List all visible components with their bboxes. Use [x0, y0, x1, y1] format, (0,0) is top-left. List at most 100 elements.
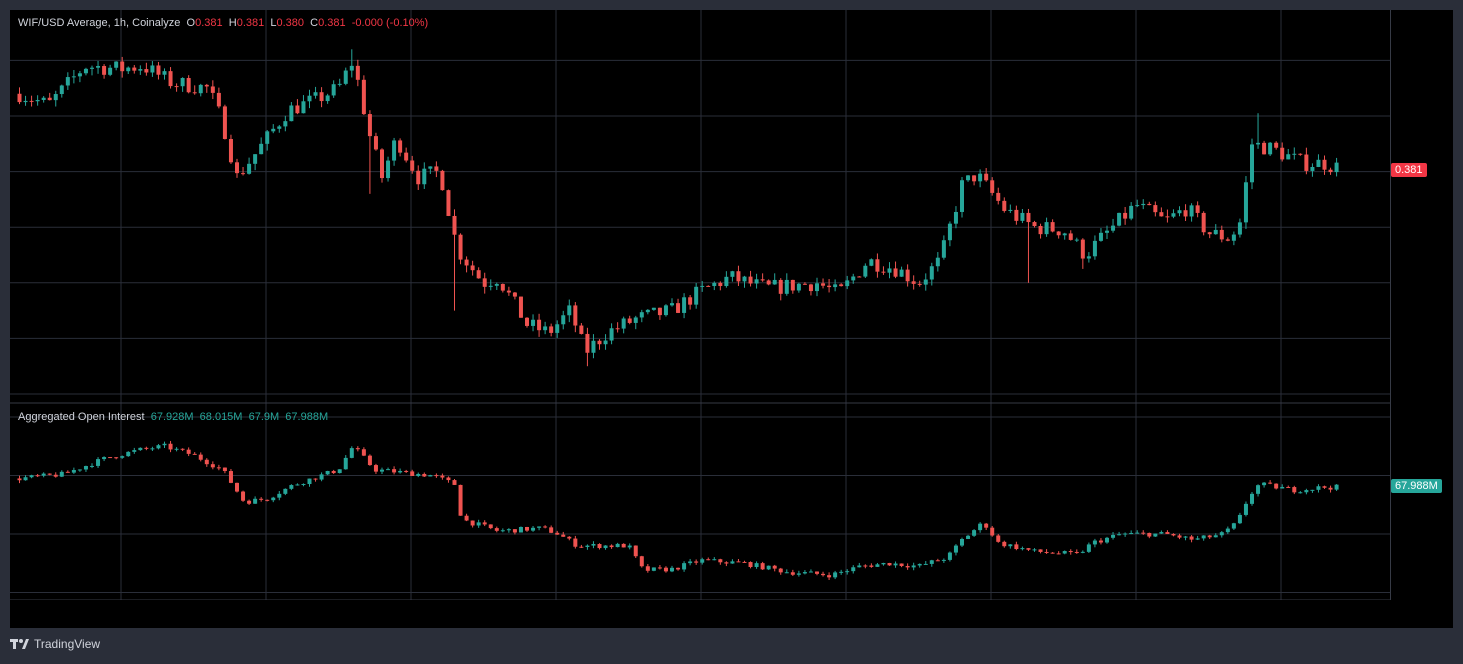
price-candle — [555, 320, 560, 338]
oi-candle — [1153, 533, 1158, 537]
price-candle — [700, 281, 705, 292]
oi-candle — [923, 561, 928, 565]
oi-candle — [277, 491, 282, 501]
oi-candle — [398, 468, 403, 474]
price-candle — [138, 65, 143, 75]
oi-candle — [325, 470, 330, 476]
oi-candle — [621, 543, 626, 548]
oi-candle — [941, 558, 946, 563]
price-candle — [869, 258, 874, 267]
price-candle — [796, 282, 801, 293]
oi-candle — [392, 466, 397, 475]
oi-candle — [645, 563, 650, 573]
price-candle — [639, 309, 644, 323]
price-candle — [1237, 218, 1242, 238]
chart-plot[interactable]: 0.4200.4000.3800.3600.3400.3200.300 80M7… — [10, 10, 1391, 600]
oi-candle — [470, 520, 475, 528]
price-candle — [688, 294, 693, 310]
price-candle — [1256, 113, 1261, 149]
oi-candle — [627, 543, 632, 550]
oi-candle — [694, 559, 699, 565]
oi-candle — [718, 558, 723, 565]
oi-candle — [887, 562, 892, 566]
price-candle — [754, 273, 759, 289]
oi-candle — [416, 472, 421, 478]
oi-candle — [724, 561, 729, 567]
price-candle — [1014, 205, 1019, 225]
price-candle — [77, 70, 82, 83]
price-candle — [1250, 138, 1254, 190]
oi-candle — [192, 452, 197, 455]
symbol-title[interactable]: WIF/USD Average, 1h, Coinalyze — [18, 17, 181, 29]
oi-title[interactable]: Aggregated Open Interest — [18, 411, 145, 423]
oi-candle — [307, 478, 312, 487]
oi-candle — [555, 530, 560, 535]
footer-brand[interactable]: TradingView — [10, 637, 100, 651]
price-candle — [325, 93, 330, 104]
oi-candle — [410, 469, 415, 476]
oi-candle — [289, 484, 294, 491]
oi-candle — [241, 490, 246, 502]
price-candle — [222, 104, 227, 140]
oi-candle — [688, 558, 693, 566]
oi-candle — [827, 572, 832, 580]
oi-candle — [253, 496, 258, 504]
open-label: O — [186, 17, 196, 29]
price-candle — [1286, 148, 1291, 160]
price-candle — [1316, 154, 1321, 168]
price-candle — [446, 189, 451, 217]
price-candle — [1153, 201, 1158, 217]
oi-candle — [337, 469, 342, 474]
price-candle — [887, 262, 892, 279]
price-candle — [1117, 212, 1122, 227]
oi-candle — [247, 499, 252, 505]
price-candle — [1044, 217, 1049, 237]
oi-candle — [663, 566, 668, 573]
price-candle — [911, 275, 916, 290]
chart-frame: 0.4200.4000.3800.3600.3400.3200.300 80M7… — [10, 10, 1453, 628]
price-candle — [1213, 224, 1218, 235]
oi-candle — [833, 570, 838, 580]
price-candle — [935, 252, 940, 272]
price-candle — [162, 68, 167, 80]
oi-candle — [639, 555, 644, 568]
price-candle — [525, 317, 529, 328]
price-candle — [349, 49, 354, 78]
price-candle — [851, 273, 856, 284]
price-candle — [1026, 208, 1031, 283]
price-candle — [241, 167, 246, 176]
oi-candle — [591, 541, 596, 549]
price-candle — [966, 175, 971, 182]
price-candle — [210, 80, 215, 100]
price-candle — [645, 309, 650, 315]
oi-candle — [428, 474, 433, 477]
price-candle — [410, 155, 415, 174]
price-candle — [1123, 206, 1128, 225]
price-candle — [905, 264, 910, 287]
oi-candle — [355, 446, 360, 452]
last-oi-tag: 67.988M — [1391, 479, 1442, 493]
price-candle — [947, 221, 952, 247]
price-candle — [65, 72, 70, 90]
price-candle — [591, 334, 596, 359]
oi-candle — [603, 545, 608, 550]
oi-candle — [935, 558, 940, 562]
price-candle — [132, 65, 137, 74]
oi-candle — [531, 526, 536, 532]
oi-candle — [1002, 540, 1007, 548]
oi-candle — [857, 562, 862, 568]
price-candle — [1189, 203, 1194, 222]
oi-candle — [138, 447, 143, 451]
oi-candle — [102, 456, 107, 462]
oi-candle — [404, 469, 409, 473]
oi-candle — [742, 560, 747, 563]
price-candle — [579, 323, 584, 335]
price-candle — [1008, 204, 1013, 214]
oi-candle — [1074, 549, 1079, 554]
oi-candle — [984, 522, 989, 531]
oi-candle — [1062, 550, 1067, 555]
last-price-tag: 0.381 — [1391, 163, 1427, 177]
price-candle — [1225, 237, 1230, 242]
price-candle — [1020, 208, 1025, 224]
price-candle — [724, 271, 729, 288]
